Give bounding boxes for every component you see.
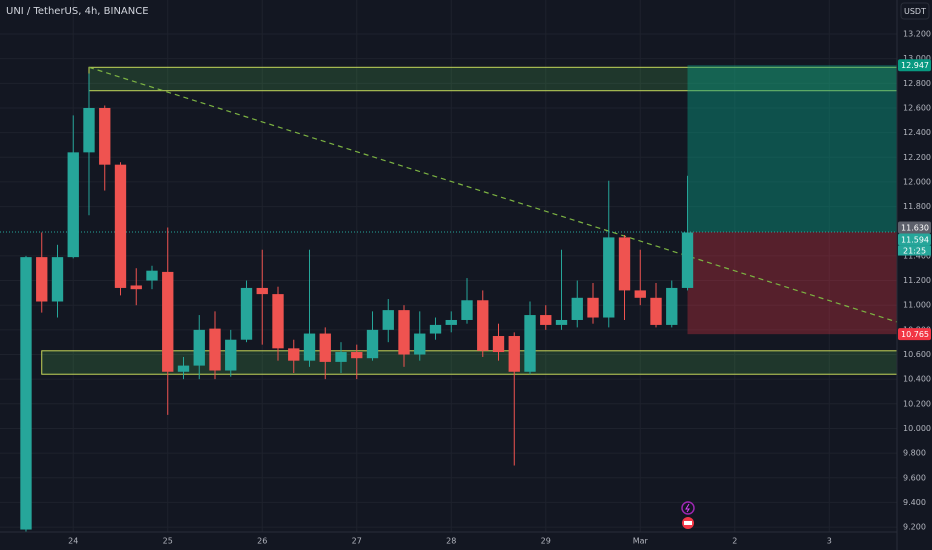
candle-body [272, 294, 284, 349]
plot-area [0, 65, 897, 532]
candle-body [445, 319, 457, 325]
price-label: 11.594 [901, 236, 929, 245]
candle-body [225, 339, 237, 371]
candle-body [508, 336, 520, 372]
profit-zone [687, 65, 897, 232]
candle-body [51, 257, 64, 302]
price-label-box [898, 221, 931, 234]
x-tick-label: 25 [163, 537, 173, 546]
y-tick-label: 11.400 [903, 251, 931, 260]
candle-body [256, 287, 268, 295]
candle-body [461, 300, 473, 320]
y-tick-label: 9.400 [903, 498, 926, 507]
candle-body [398, 310, 410, 355]
candle-body [351, 352, 363, 359]
x-tick-label: 26 [257, 537, 267, 546]
y-tick-label: 11.800 [903, 202, 931, 211]
y-tick-label: 13.000 [903, 54, 931, 63]
currency-button[interactable] [900, 2, 930, 20]
axes: 9.200 9.400 9.600 9.800 10.000 10.200 10.400 10… [68, 30, 931, 546]
y-tick-label: 10.000 [903, 424, 931, 433]
candle-body [193, 329, 205, 366]
y-tick-label: 9.200 [903, 523, 926, 532]
candle-body [650, 297, 662, 325]
y-tick-label: 10.200 [903, 399, 931, 408]
candle-body [303, 333, 316, 361]
candle-body [20, 257, 32, 530]
candle-body [587, 297, 599, 318]
candle-body [366, 329, 379, 359]
price-label-box [898, 59, 931, 72]
candle-body [429, 324, 442, 334]
x-tick-label: Mar [633, 537, 649, 546]
candle-body [603, 237, 615, 318]
candle-body [555, 319, 568, 325]
candle-body [288, 348, 300, 361]
candle-body [36, 257, 48, 302]
candle-body [681, 232, 694, 288]
y-tick-label: 9.600 [903, 473, 926, 482]
candle-body [162, 271, 174, 372]
event-icons [681, 501, 695, 529]
candle-body [83, 107, 95, 153]
y-tick-label: 12.400 [903, 128, 931, 137]
price-label-box [898, 233, 931, 246]
candle-body [319, 333, 331, 362]
x-tick-label: 27 [352, 537, 362, 546]
candle-body [492, 336, 505, 353]
currency-label[interactable]: USDT [904, 7, 926, 16]
y-tick-label: 12.200 [903, 153, 931, 162]
candle-body [335, 352, 347, 362]
countdown-box [898, 245, 931, 256]
candle-body [146, 270, 158, 281]
y-tick-label: 10.400 [903, 375, 931, 384]
y-tick-label: 12.800 [903, 79, 931, 88]
candle-body [240, 287, 253, 340]
y-tick-label: 11.000 [903, 301, 931, 310]
event-icon[interactable] [681, 501, 695, 515]
y-tick-label: 13.200 [903, 30, 931, 39]
price-label: 10.765 [901, 330, 929, 339]
price-label: 12.947 [901, 61, 929, 70]
candle-body [618, 237, 631, 291]
price-label-box [898, 328, 931, 341]
y-tick-label: 9.800 [903, 449, 926, 458]
y-tick-label: 11.200 [903, 276, 931, 285]
y-tick-label: 12.600 [903, 103, 931, 112]
event-icon-glyph [684, 521, 692, 525]
candle-body [571, 297, 583, 320]
x-tick-label: 29 [541, 537, 551, 546]
candle-body [67, 152, 79, 258]
candle-body [114, 164, 127, 288]
candle-body [130, 285, 142, 290]
candle-body [177, 365, 190, 372]
candle-body [209, 328, 221, 371]
candle-body [414, 333, 426, 355]
event-icon-glyph [685, 503, 690, 513]
chart-title: UNI / TetherUS, 4h, BINANCE [6, 6, 149, 17]
candle-body [666, 287, 678, 325]
y-tick-label: 12.000 [903, 177, 931, 186]
candle-body [99, 107, 111, 165]
candle-body [540, 315, 552, 325]
candle-body [477, 300, 489, 351]
x-tick-label: 24 [68, 537, 78, 546]
price-label: 11.630 [901, 224, 929, 233]
candle-body [524, 315, 536, 372]
x-tick-label: 3 [827, 537, 832, 546]
y-tick-label: 10.600 [903, 350, 931, 359]
x-tick-label: 2 [732, 537, 737, 546]
candle-body [634, 290, 646, 298]
loss-zone [687, 231, 897, 335]
x-tick-label: 28 [446, 537, 456, 546]
candle-body [382, 310, 394, 330]
trend-line [88, 66, 897, 323]
countdown: 21:25 [903, 247, 926, 256]
